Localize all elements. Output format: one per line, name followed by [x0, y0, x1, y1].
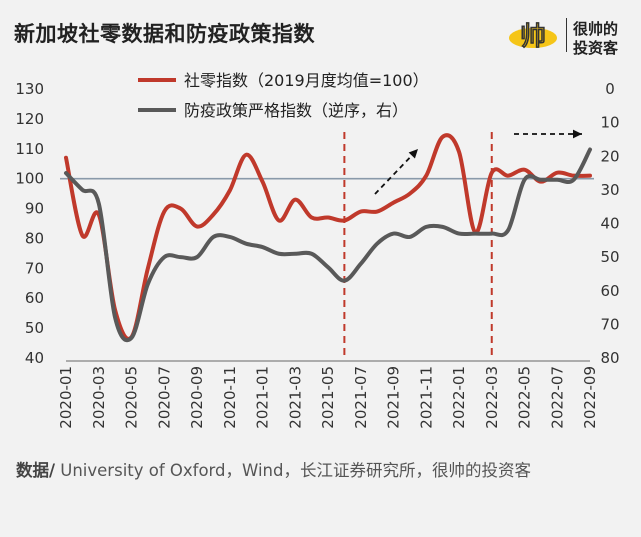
- brand-name-line2: 投资客: [573, 39, 619, 57]
- x-axis-tick-label: 2020-05: [123, 366, 141, 429]
- left-axis-tick-label: 110: [15, 140, 44, 158]
- left-axis-tick-label: 120: [15, 110, 44, 128]
- left-axis-tick-label: 130: [15, 80, 44, 98]
- brand-block: 帅 很帅的 投资客: [506, 12, 631, 58]
- left-axis-tick-label: 50: [25, 319, 44, 337]
- x-axis-tick-label: 2022-03: [483, 366, 501, 429]
- x-axis-tick-label: 2022-07: [548, 366, 566, 429]
- right-axis-tick-label: 10: [600, 114, 619, 132]
- x-axis-tick-label: 2021-09: [385, 366, 403, 429]
- series-line-stringency-index: [64, 147, 592, 343]
- x-axis-tick-label: 2022-01: [450, 366, 468, 429]
- right-axis-tick-label: 20: [600, 147, 619, 165]
- x-axis-tick-label: 2022-09: [581, 366, 599, 429]
- source-text: University of Oxford，Wind，长江证券研究所，很帅的投资客: [55, 461, 531, 480]
- right-axis-tick-label: 50: [600, 248, 619, 266]
- brand-name-line1: 很帅的: [573, 20, 619, 38]
- x-axis-tick-label: 2020-09: [188, 366, 206, 429]
- right-axis-tick-label: 70: [600, 315, 619, 333]
- x-axis-tick-label: 2021-11: [417, 366, 435, 429]
- trend-arrow-up: [374, 148, 419, 195]
- left-axis-tick-label: 40: [25, 349, 44, 367]
- x-axis-tick-label: 2021-07: [352, 366, 370, 429]
- legend-label: 社零指数（2019月度均值=100）: [184, 71, 429, 90]
- brand-logo-text: 帅: [520, 22, 546, 52]
- x-axis-tick-label: 2020-01: [57, 366, 75, 429]
- right-axis-tick-label: 0: [605, 80, 615, 98]
- left-axis-tick-label: 100: [15, 170, 44, 188]
- x-axis-tick-label: 2020-11: [221, 366, 239, 429]
- left-axis-tick-label: 80: [25, 229, 44, 247]
- x-axis-tick-label: 2021-05: [319, 366, 337, 429]
- x-axis-tick-label: 2021-01: [254, 366, 272, 429]
- x-axis-tick-label: 2022-05: [516, 366, 534, 429]
- trend-arrow-right-head: [572, 129, 582, 139]
- left-axis-tick-label: 70: [25, 259, 44, 277]
- left-axis-tick-label: 60: [25, 289, 44, 307]
- x-axis-tick-label: 2020-07: [155, 366, 173, 429]
- source-label: 数据/: [16, 461, 56, 480]
- right-axis-tick-label: 60: [600, 282, 619, 300]
- dual-axis-line-chart: 40 50 60 70 80 90 100 110 120 130 0 10 20 30 40 50 60 70 8…: [15, 71, 619, 429]
- x-axis-tick-label: 2020-03: [90, 366, 108, 429]
- chart-title: 新加坡社零数据和防疫政策指数: [14, 22, 315, 46]
- legend-label: 防疫政策严格指数（逆序，右）: [184, 101, 408, 120]
- left-axis-tick-label: 90: [25, 200, 44, 218]
- right-axis-tick-label: 40: [600, 215, 619, 233]
- right-axis-tick-label: 80: [600, 349, 619, 367]
- right-axis-tick-label: 30: [600, 181, 619, 199]
- source-note: 数据/ University of Oxford，Wind，长江证券研究所，很帅…: [16, 457, 626, 484]
- x-axis-tick-label: 2021-03: [286, 366, 304, 429]
- series-line-retail-index: [64, 133, 592, 341]
- brand-logo-icon: 帅: [509, 22, 557, 52]
- brand-divider: [566, 18, 567, 52]
- trend-arrow-up-head: [408, 149, 418, 159]
